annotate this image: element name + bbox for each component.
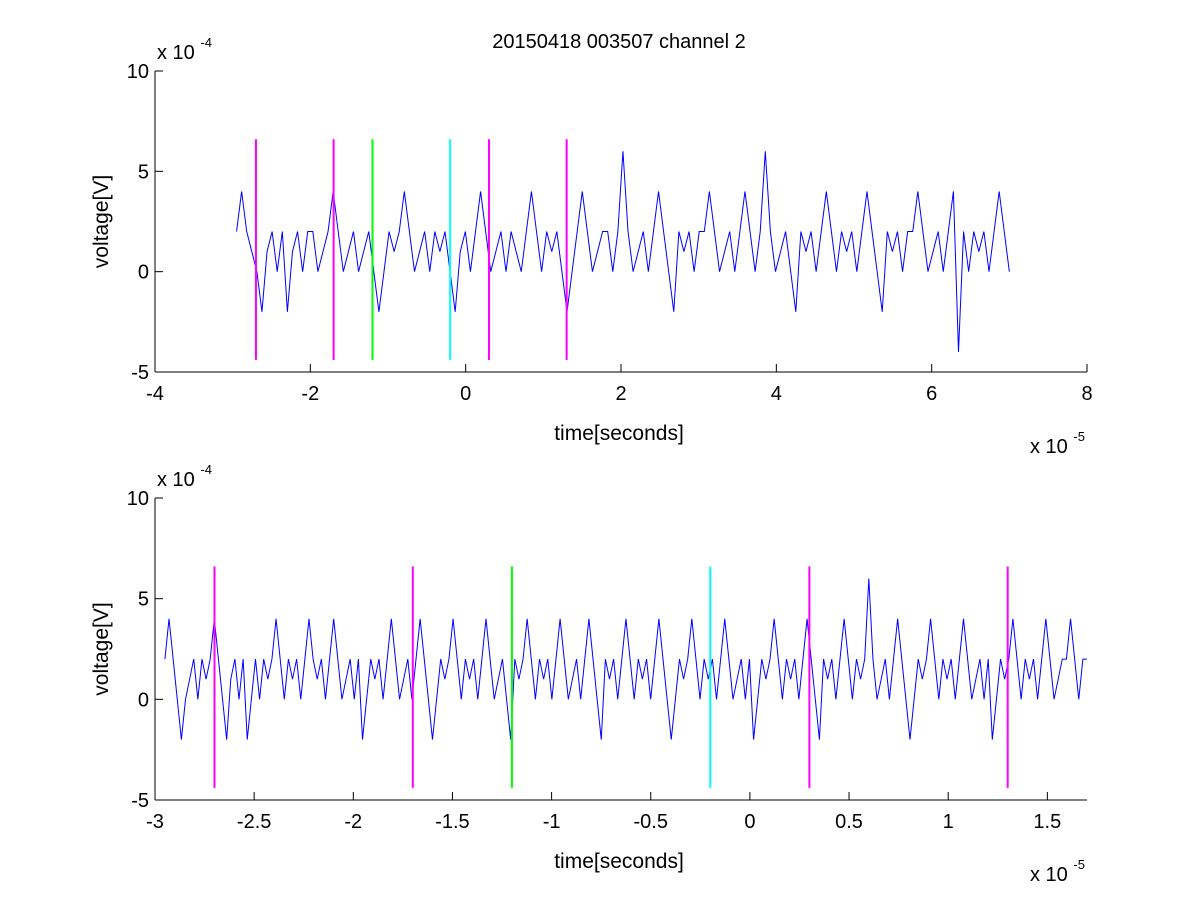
- y-tick-label: 10: [127, 488, 149, 510]
- x-tick-label: 2: [615, 383, 626, 405]
- signal-series: [236, 151, 1010, 352]
- y-axis-label: voltage[V]: [90, 175, 113, 268]
- x-exponent-value: -5: [1073, 429, 1085, 444]
- x-tick-label: -4: [146, 383, 164, 405]
- y-exponent-value: -4: [200, 35, 212, 50]
- x-tick-label: -2: [301, 383, 319, 405]
- x-tick-label: -0.5: [634, 811, 668, 833]
- x-tick-label: -3: [146, 811, 164, 833]
- x-tick-label: 0.5: [835, 811, 863, 833]
- x-tick-label: 6: [926, 383, 937, 405]
- x-axis-label: time[seconds]: [554, 850, 684, 873]
- x-tick-label: -1.5: [435, 811, 469, 833]
- x-tick-label: -2: [344, 811, 362, 833]
- top-axes: -4 -2 0 2 4 6 8 -5 0 5 10 time[seconds] voltage[V] x …: [90, 35, 1093, 458]
- x-tick-label: 0: [460, 383, 471, 405]
- x-exponent-label: x 10 -5: [1030, 857, 1085, 886]
- x-exponent-value: -5: [1073, 857, 1085, 872]
- x-tick-label: -1: [543, 811, 561, 833]
- y-tick-label: 0: [138, 689, 149, 711]
- y-tick-label: -5: [131, 362, 149, 384]
- y-exponent-value: -4: [200, 462, 212, 477]
- x-tick-label: 4: [771, 383, 782, 405]
- x-tick-label: 1: [943, 811, 954, 833]
- signal-series: [164, 578, 1087, 740]
- bottom-axes: -3 -2.5 -2 -1.5 -1 -0.5 0 0.5 1 1.5 -5 0 5 10 time[sec…: [90, 462, 1087, 886]
- y-tick-label: 10: [127, 61, 149, 83]
- x-exponent-label: x 10 -5: [1030, 429, 1085, 458]
- y-tick-label: 5: [138, 589, 149, 611]
- figure-title: 20150418 003507 channel 2: [492, 31, 746, 53]
- y-exponent-label: x 10 -4: [157, 462, 212, 491]
- y-exponent-label: x 10 -4: [157, 35, 212, 64]
- x-tick-label: 0: [744, 811, 755, 833]
- y-axis-label: voltage[V]: [90, 602, 113, 695]
- x-tick-label: 1.5: [1033, 811, 1061, 833]
- y-tick-label: 5: [138, 161, 149, 183]
- y-tick-label: 0: [138, 262, 149, 284]
- x-axis-label: time[seconds]: [554, 422, 684, 445]
- y-tick-label: -5: [131, 790, 149, 812]
- x-tick-label: -2.5: [237, 811, 271, 833]
- x-tick-label: 8: [1081, 383, 1092, 405]
